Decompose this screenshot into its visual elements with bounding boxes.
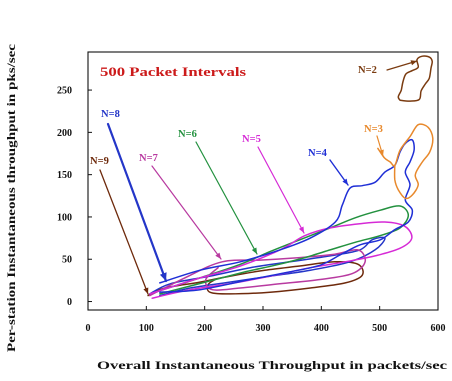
series-pointer-head-n4 [342, 178, 348, 185]
series-line-n3 [377, 123, 434, 200]
y-axis: 0 50 100 150 200 250 [57, 86, 92, 308]
series-pointer-head-n2 [410, 60, 417, 66]
series-label-n3: N=3 [364, 124, 383, 135]
x-tick-label: 200 [197, 323, 212, 334]
series-pointer-head-n8 [159, 272, 167, 281]
series-layer [147, 55, 434, 299]
x-tick-label: 600 [431, 323, 446, 334]
series-line-n6 [154, 205, 410, 295]
series-pointer-n5 [257, 146, 305, 234]
series-labels: N=2 N=3 N=4 N=5 N=6 N=7 N=8 N=9 [90, 60, 418, 295]
y-tick-label: 150 [57, 170, 72, 181]
y-tick-label: 0 [67, 297, 72, 308]
series-pointer-n9 [99, 169, 149, 295]
x-tick-label: 100 [139, 323, 154, 334]
x-axis: 0 100 200 300 400 500 600 [86, 306, 446, 334]
series-label-n7: N=7 [139, 153, 158, 164]
series-label-n9: N=9 [90, 156, 109, 167]
series-line-n2 [397, 55, 434, 102]
series-label-n2: N=2 [358, 65, 377, 76]
plot-area-frame [87, 51, 439, 311]
series-pointer-n8 [106, 122, 168, 283]
series-label-n8: N=8 [101, 109, 120, 120]
series-pointer-head-n3 [378, 149, 384, 156]
series-line-n7 [149, 248, 367, 297]
series-pointer-head-n9 [143, 287, 149, 294]
x-tick-label: 300 [256, 323, 271, 334]
y-tick-label: 200 [57, 128, 72, 139]
x-tick-label: 500 [372, 323, 387, 334]
x-tick-label: 0 [86, 323, 91, 334]
series-label-n5: N=5 [242, 134, 261, 145]
y-tick-label: 250 [57, 86, 72, 97]
chart-title: 500 Packet Intervals [100, 65, 246, 79]
y-tick-label: 100 [57, 212, 72, 223]
series-pointer-n7 [151, 165, 222, 260]
x-tick-label: 400 [314, 323, 329, 334]
series-pointer-head-n5 [298, 226, 304, 233]
series-line-n4 [159, 138, 415, 293]
series-pointer-head-n7 [215, 252, 221, 259]
series-label-n4: N=4 [308, 148, 328, 159]
series-pointer-n6 [195, 141, 258, 255]
y-axis-label: Per-station Instantaneous throughput in … [4, 43, 18, 352]
x-axis-label: Overall Instantaneous Throughput in pack… [97, 358, 448, 372]
y-tick-label: 50 [62, 255, 72, 266]
series-pointer-head-n6 [251, 247, 257, 254]
series-label-n6: N=6 [178, 129, 197, 140]
